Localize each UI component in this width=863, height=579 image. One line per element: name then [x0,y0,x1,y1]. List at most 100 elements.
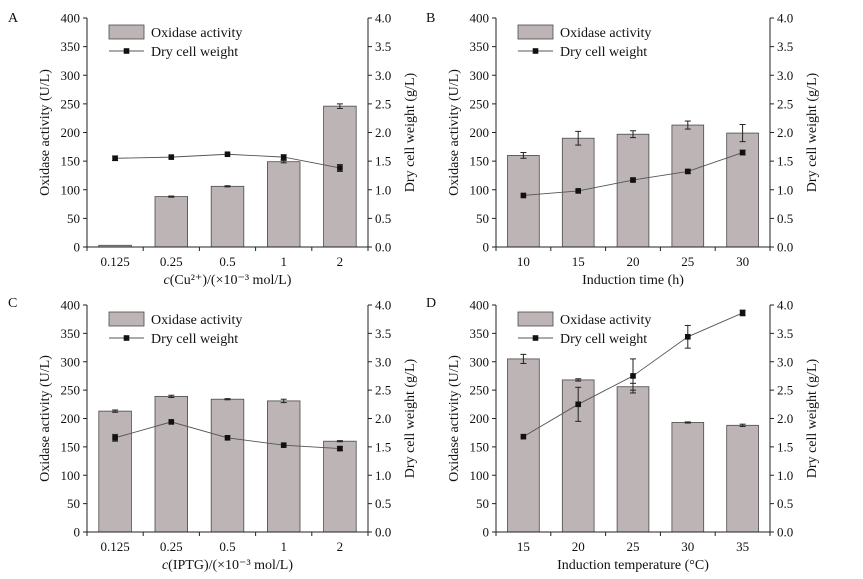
y-tick-label-left: 300 [61,354,81,369]
y-axis-label-right: Dry cell weight (g/L) [805,72,820,192]
legend-label-line: Dry cell weight [560,45,647,60]
y-tick-label-left: 250 [61,383,81,398]
y-tick-label-right: 4.0 [375,298,391,313]
y-tick-label-left: 100 [470,182,490,197]
legend-bar-swatch [108,311,145,327]
y-tick-label-right: 4.0 [777,11,793,26]
y-tick-label-left: 100 [470,468,490,483]
legend-marker [123,48,130,54]
y-tick-label-left: 250 [61,96,81,111]
bar [616,133,650,248]
bar [616,386,650,533]
panel-label: B [426,11,435,26]
y-tick-label-right: 3.5 [375,39,391,54]
x-tick-label: 0.5 [219,539,235,554]
y-tick-label-right: 3.5 [375,326,391,341]
chart-panel-d: D 0 50 100 150 200 250 300 350 400 0.0 0.5 1.0 1.5 2.0… [426,296,820,573]
y-tick-label-right: 0.0 [375,525,391,540]
bar [507,154,540,248]
x-axis-label: c(IPTG)/(×10⁻³ mol/L) [162,558,293,573]
y-tick-label-left: 350 [61,39,81,54]
data-point [337,165,343,171]
data-point [112,155,118,162]
data-point [685,168,691,175]
chart-panel-b: B 0 50 100 150 200 250 300 350 400 0.0 0.5 1.0 1.5 2.0… [426,11,820,289]
data-point [168,419,175,425]
panel-label: D [426,296,436,311]
x-axis-label-text: (Cu²⁺)/(×10⁻³ mol/L) [170,273,292,288]
y-tick-label-left: 250 [470,383,490,398]
data-point [630,177,636,183]
x-tick-label: 25 [681,254,694,269]
y-axis-label-right: Dry cell weight (g/L) [403,72,418,192]
bar [671,124,705,248]
y-tick-label-left: 150 [470,154,490,169]
y-tick-label-left: 300 [470,354,490,369]
y-tick-label-right: 2.0 [375,411,391,426]
y-tick-label-right: 2.0 [375,125,391,140]
y-tick-label-right: 1.5 [375,439,391,454]
y-tick-label-right: 3.0 [777,68,793,83]
y-tick-label-left: 400 [61,298,81,313]
y-tick-label-right: 3.0 [777,354,793,369]
x-tick-label: 0.25 [160,539,183,554]
data-point [112,434,118,441]
y-tick-label-right: 2.0 [777,411,793,426]
x-tick-label: 0.125 [100,539,129,554]
y-tick-label-right: 3.5 [777,39,793,54]
y-tick-label-left: 150 [470,439,490,454]
y-tick-label-right: 2.5 [375,96,391,111]
data-point [685,333,691,340]
y-tick-label-left: 100 [61,182,81,197]
y-tick-label-left: 350 [470,39,490,54]
bar [267,400,301,533]
y-tick-label-right: 4.0 [777,298,793,313]
y-tick-label-left: 0 [74,525,81,540]
bar [98,410,132,533]
y-tick-label-left: 0 [483,240,490,255]
data-point [630,373,636,379]
x-axis-label: Induction time (h) [582,273,684,288]
y-tick-label-right: 2.0 [777,125,793,140]
y-tick-label-right: 0.5 [777,496,793,511]
y-tick-label-right: 1.5 [375,154,391,169]
x-tick-label: 30 [736,254,749,269]
y-tick-label-left: 0 [483,525,490,540]
y-axis-label-right: Dry cell weight (g/L) [805,358,820,478]
y-tick-label-right: 0.5 [777,211,793,226]
y-axis-label-left: Oxidase activity (U/L) [38,69,53,196]
y-tick-label-right: 0.0 [777,240,793,255]
x-axis-label-text: (IPTG)/(×10⁻³ mol/L) [168,558,293,573]
legend-bar-swatch [517,311,554,327]
bar [323,440,357,533]
y-tick-label-left: 200 [470,411,490,426]
x-axis-label: Induction temperature (°C) [557,558,709,573]
y-tick-label-right: 0.0 [375,240,391,255]
y-tick-label-right: 1.0 [375,468,391,483]
y-tick-label-right: 4.0 [375,11,391,26]
bar [671,422,705,533]
y-tick-label-left: 250 [470,96,490,111]
y-tick-label-left: 50 [67,496,80,511]
data-point [280,154,287,160]
legend-marker [532,335,539,341]
data-point [224,434,231,441]
data-point [575,401,581,408]
bar [210,398,245,533]
y-tick-label-right: 1.5 [777,439,793,454]
y-tick-label-left: 150 [61,439,81,454]
data-point [520,192,527,199]
x-tick-label: 15 [517,539,530,554]
bar [210,185,245,248]
legend-label-line: Dry cell weight [560,332,647,347]
panel-label: C [8,296,17,311]
y-tick-label-left: 50 [476,496,489,511]
y-tick-label-right: 3.5 [777,326,793,341]
bar [154,196,188,248]
x-tick-label: 0.5 [219,254,235,269]
x-tick-label: 2 [337,539,344,554]
bar [726,424,759,533]
y-axis-label-left: Oxidase activity (U/L) [38,355,53,482]
legend-label-bars: Oxidase activity [560,313,651,328]
y-axis-label-left: Oxidase activity (U/L) [447,355,462,482]
